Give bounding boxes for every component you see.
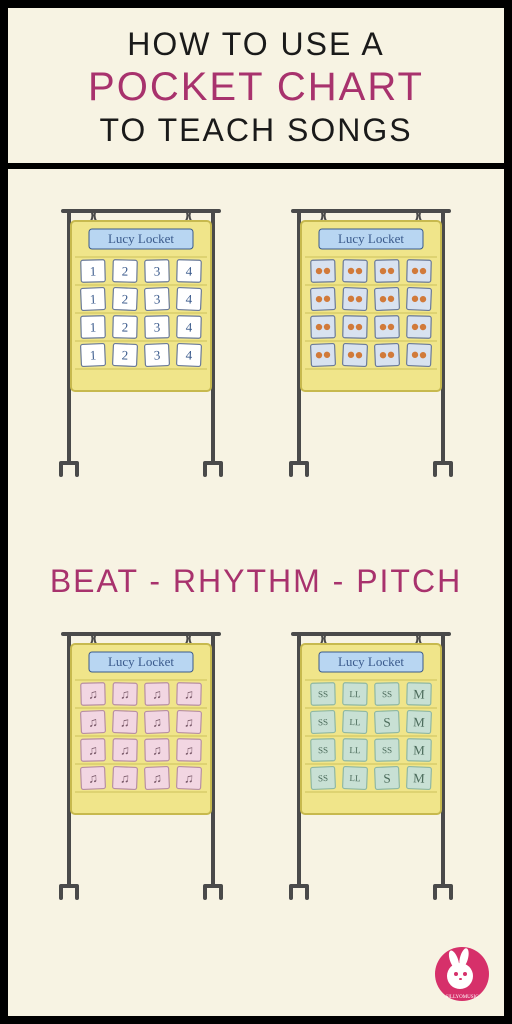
svg-text:SS: SS <box>382 745 392 755</box>
svg-text:SS: SS <box>318 745 328 755</box>
svg-text:♫: ♫ <box>120 770 130 785</box>
svg-text:2: 2 <box>121 347 128 362</box>
svg-text:S: S <box>383 770 391 785</box>
svg-text:LL: LL <box>349 772 360 782</box>
svg-text:2: 2 <box>122 319 129 334</box>
svg-text:♫: ♫ <box>184 714 194 729</box>
chart-bottom-right: Lucy Locket SS LL SS M SS LL S M SS LL SS M SS LL S M <box>266 616 476 970</box>
svg-text:♫: ♫ <box>88 770 98 785</box>
svg-text:♫: ♫ <box>152 742 162 757</box>
svg-text:♫: ♫ <box>152 714 162 729</box>
svg-text:M: M <box>413 686 425 701</box>
svg-text:Lucy Locket: Lucy Locket <box>108 231 174 246</box>
svg-text:LL: LL <box>349 716 360 726</box>
svg-text:SS: SS <box>318 772 328 782</box>
title-line-1: HOW TO USE A <box>28 26 484 63</box>
svg-text:♫: ♫ <box>120 714 130 729</box>
logo-label: SILLYOMUSIC <box>445 995 479 1000</box>
svg-text:LL: LL <box>349 745 360 755</box>
svg-text:SS: SS <box>318 689 328 699</box>
svg-text:SS: SS <box>382 689 392 699</box>
svg-text:♫: ♫ <box>152 686 162 701</box>
brand-logo: SILLYOMUSIC <box>434 946 490 1002</box>
svg-text:1: 1 <box>90 263 97 278</box>
svg-text:3: 3 <box>154 319 161 334</box>
svg-text:♫: ♫ <box>184 770 194 785</box>
svg-text:Lucy Locket: Lucy Locket <box>338 654 404 669</box>
chart-bottom-left: Lucy Locket ♫ ♫ ♫ ♫ ♫ ♫ ♫ ♫ ♫ ♫ ♫ ♫ ♫ ♫ ♫ ♫ <box>36 616 246 970</box>
svg-text:M: M <box>413 742 425 757</box>
svg-text:3: 3 <box>153 291 160 306</box>
title-line-3: TO TEACH SONGS <box>28 112 484 149</box>
svg-text:4: 4 <box>185 347 193 362</box>
svg-text:2: 2 <box>122 263 129 278</box>
svg-text:♫: ♫ <box>120 686 130 701</box>
svg-text:♫: ♫ <box>88 686 98 701</box>
svg-text:♫: ♫ <box>88 742 98 757</box>
chart-top-right: Lucy Locket <box>266 193 476 547</box>
subtitle: BEAT - RHYTHM - PITCH <box>36 557 476 606</box>
svg-text:4: 4 <box>186 263 193 278</box>
outer-frame: HOW TO USE A POCKET CHART TO TEACH SONGS… <box>0 0 512 1024</box>
chart-grid: Lucy Locket 1 2 3 4 1 2 3 4 1 2 3 4 1 2 3 4 Lucy Locket … <box>8 169 504 997</box>
svg-text:3: 3 <box>153 347 160 362</box>
svg-text:3: 3 <box>154 263 161 278</box>
svg-text:M: M <box>413 714 426 730</box>
svg-text:LL: LL <box>349 689 360 699</box>
svg-text:♫: ♫ <box>152 770 162 785</box>
chart-top-left: Lucy Locket 1 2 3 4 1 2 3 4 1 2 3 4 1 2 3 4 <box>36 193 246 547</box>
svg-text:S: S <box>383 714 391 729</box>
svg-text:4: 4 <box>185 291 193 306</box>
svg-text:2: 2 <box>121 291 128 306</box>
title-line-2: POCKET CHART <box>28 65 484 110</box>
svg-text:♫: ♫ <box>88 714 98 729</box>
svg-text:1: 1 <box>89 291 96 306</box>
svg-text:1: 1 <box>89 347 96 362</box>
svg-text:♫: ♫ <box>184 686 194 701</box>
svg-text:Lucy Locket: Lucy Locket <box>108 654 174 669</box>
svg-text:4: 4 <box>186 319 193 334</box>
svg-text:♫: ♫ <box>184 742 194 757</box>
svg-text:M: M <box>413 770 426 786</box>
header: HOW TO USE A POCKET CHART TO TEACH SONGS <box>8 8 504 169</box>
svg-text:♫: ♫ <box>120 742 130 757</box>
svg-text:Lucy Locket: Lucy Locket <box>338 231 404 246</box>
svg-text:1: 1 <box>90 319 97 334</box>
svg-text:SS: SS <box>318 716 328 726</box>
